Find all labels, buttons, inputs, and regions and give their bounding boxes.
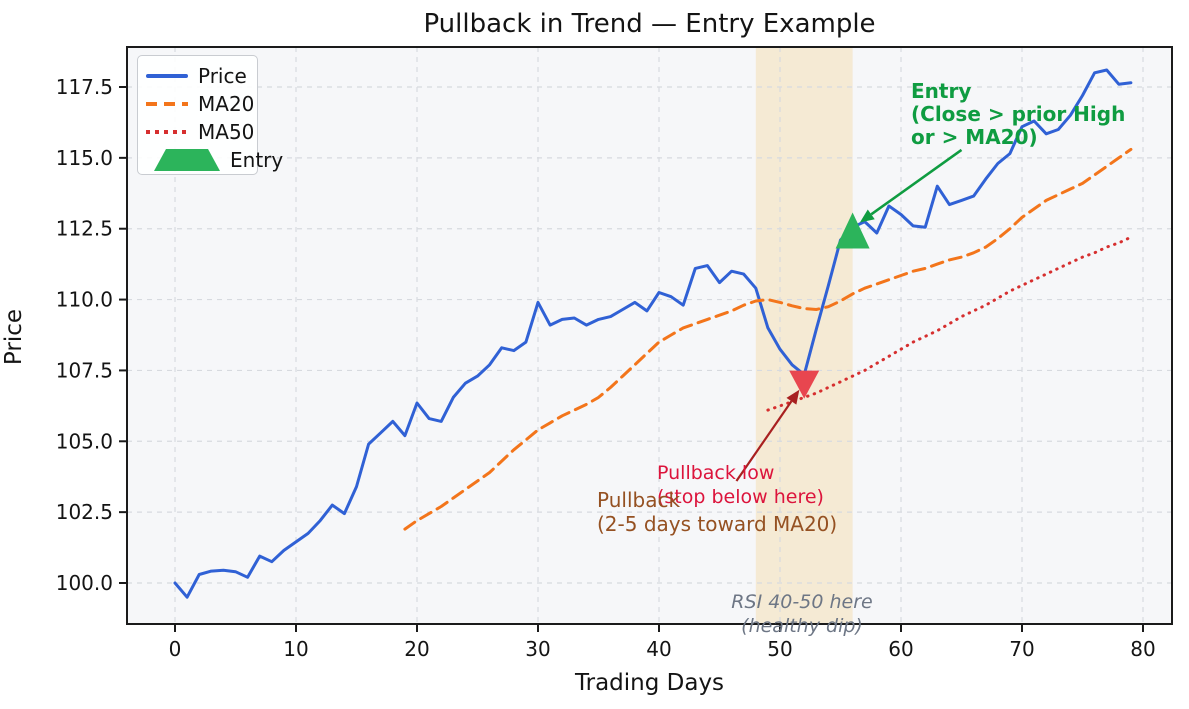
legend: Price MA20 MA50 Entry bbox=[137, 55, 283, 175]
x-axis-label: Trading Days bbox=[574, 670, 725, 696]
entry-annotation: Entry (Close > prior High or > MA20) bbox=[911, 79, 1126, 149]
x-tick-label: 20 bbox=[404, 637, 429, 661]
price-line-swatch bbox=[146, 74, 188, 78]
legend-label: Entry bbox=[230, 148, 284, 172]
legend-label: MA20 bbox=[198, 92, 255, 116]
x-tick-label: 80 bbox=[1130, 637, 1155, 661]
legend-label: Price bbox=[198, 64, 247, 88]
pullback-low-note-arrow bbox=[735, 400, 793, 482]
x-tick-label: 60 bbox=[888, 637, 913, 661]
x-tick-label: 10 bbox=[283, 637, 308, 661]
chart-title: Pullback in Trend — Entry Example bbox=[423, 9, 876, 39]
legend-item-entry: Entry bbox=[146, 146, 283, 174]
y-tick-label: 107.5 bbox=[56, 358, 113, 382]
pullback-low-note-arrow-head bbox=[786, 389, 800, 405]
y-tick-label: 110.0 bbox=[56, 288, 113, 312]
y-tick-label: 117.5 bbox=[56, 75, 113, 99]
legend-item-ma50: MA50 bbox=[146, 118, 257, 146]
x-tick-label: 0 bbox=[169, 637, 182, 661]
x-tick-label: 30 bbox=[525, 637, 550, 661]
ma50-line-swatch bbox=[146, 130, 188, 134]
axes-frame bbox=[126, 46, 1173, 625]
y-tick-label: 102.5 bbox=[56, 500, 113, 524]
rsi-annotation: RSI 40-50 here (healthy dip) bbox=[731, 591, 873, 637]
axes-background bbox=[127, 47, 1172, 624]
entry-marker-swatch bbox=[154, 149, 220, 171]
x-tick-label: 40 bbox=[646, 637, 671, 661]
ma50-line bbox=[766, 235, 1133, 412]
ma20-line-swatch bbox=[146, 102, 188, 106]
y-tick-label: 112.5 bbox=[56, 217, 113, 241]
price-line bbox=[173, 68, 1133, 599]
x-tick-label: 50 bbox=[767, 637, 792, 661]
entry-marker bbox=[835, 212, 870, 249]
y-tick-label: 100.0 bbox=[56, 571, 113, 595]
pullback-annotation: Pullback (2-5 days toward MA20) bbox=[597, 488, 838, 536]
ma20-line bbox=[403, 147, 1133, 531]
y-tick-label: 105.0 bbox=[56, 429, 113, 453]
entry-note-arrow-head bbox=[859, 209, 875, 223]
entry-note-arrow bbox=[870, 148, 963, 216]
legend-label: MA50 bbox=[198, 120, 255, 144]
y-tick-label: 115.0 bbox=[56, 146, 113, 170]
legend-item-price: Price bbox=[146, 62, 257, 90]
y-axis-label: Price bbox=[1, 308, 27, 366]
x-tick-label: 70 bbox=[1009, 637, 1034, 661]
pullback-band bbox=[755, 47, 853, 624]
legend-item-ma20: MA20 bbox=[146, 90, 257, 118]
pullback-low-marker bbox=[789, 370, 820, 399]
